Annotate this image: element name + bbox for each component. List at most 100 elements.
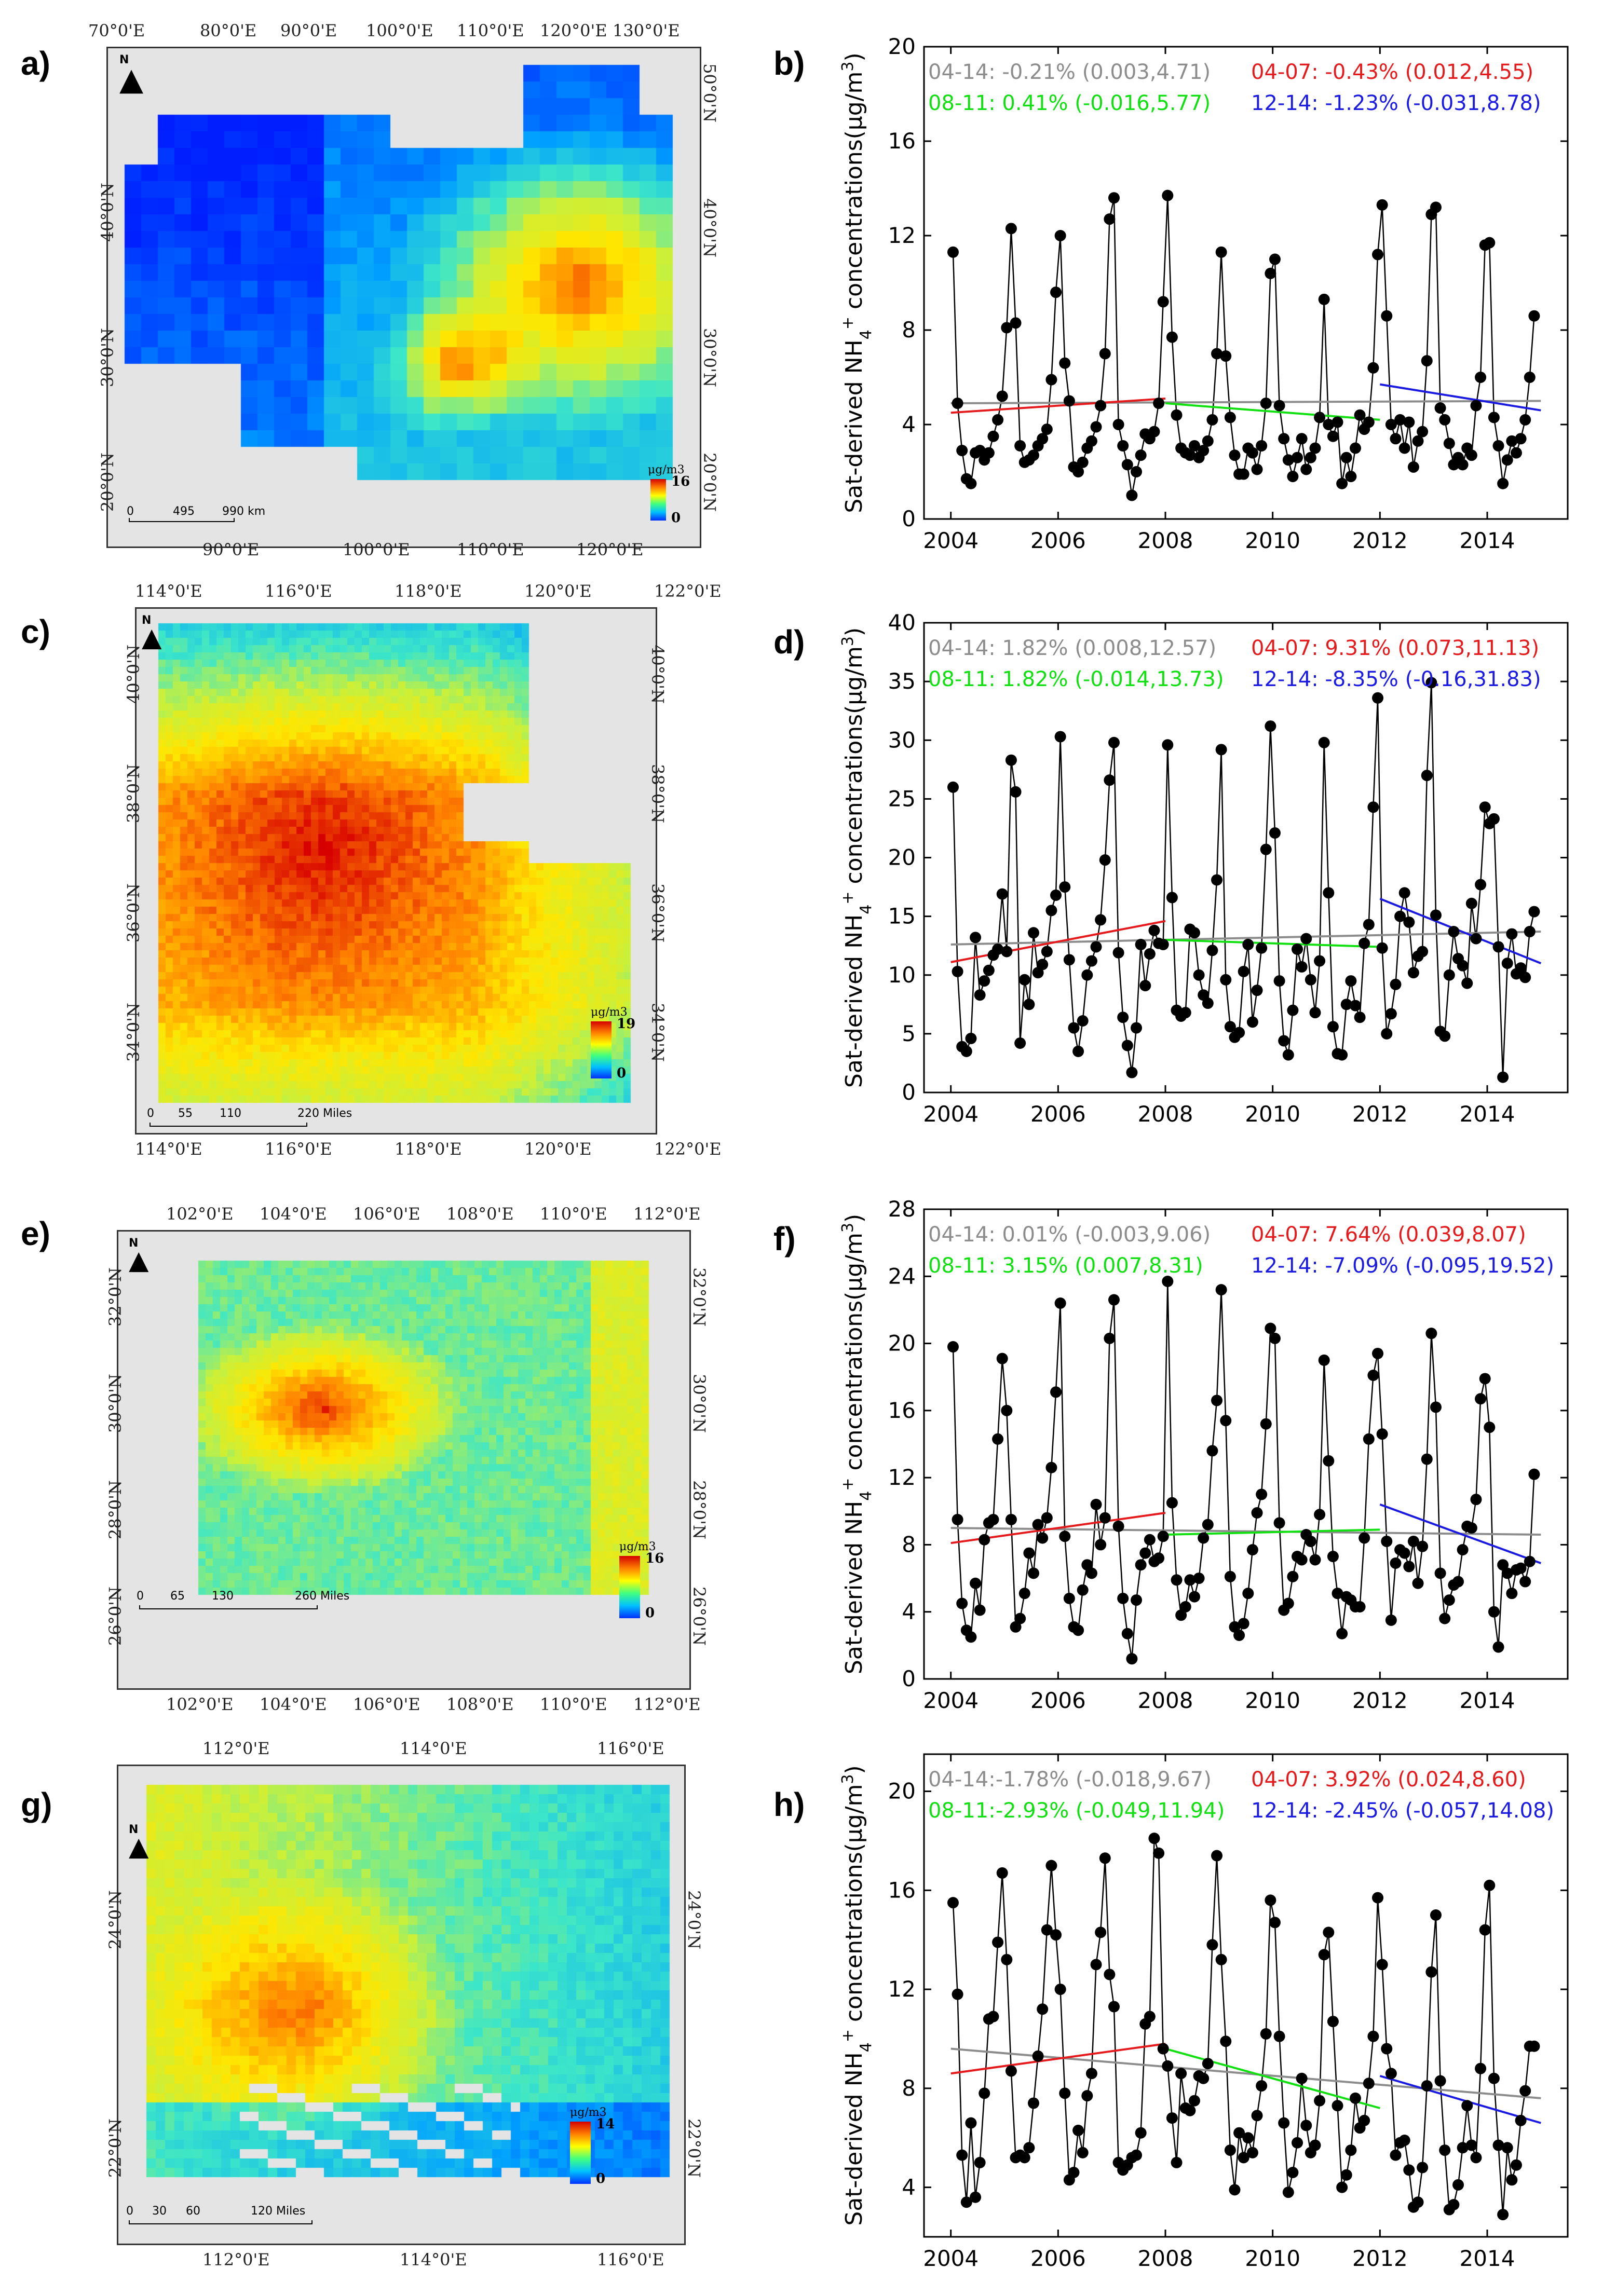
data-point [965,1631,977,1643]
data-point [1398,887,1410,899]
y-tick-label: 8 [902,1532,916,1557]
x-tick-label: 2012 [1352,1688,1408,1713]
data-point [1519,1576,1531,1588]
data-point [1492,1641,1504,1653]
panel-label-e: e) [21,1215,50,1252]
data-point [1059,2087,1071,2099]
y-tick-label: 35 [888,668,916,694]
data-point [1269,1917,1281,1929]
data-point [1010,1621,1022,1633]
data-point [979,2087,990,2099]
legend-min: 0 [645,1605,655,1621]
data-point [1421,770,1433,782]
trend-line-04-14 [950,400,1541,405]
data-point [1153,398,1165,409]
data-point [1528,1468,1540,1480]
data-point [983,964,995,976]
data-point [1202,997,1214,1009]
data-point [1443,438,1455,449]
data-point [1246,2147,1258,2158]
data-point [960,2196,972,2208]
data-point [1077,456,1089,468]
data-point [1439,1030,1451,1042]
data-point [1085,1567,1097,1579]
data-point [1112,1520,1124,1532]
data-point [1054,1984,1066,1996]
map-c-frame: N ▲ μg/m3 19 0 0 55 110 220 Miles [135,607,657,1135]
data-point [1412,435,1424,447]
data-point [1229,449,1241,461]
lon-label: 116°0'E [265,581,332,601]
trend-annotation: 04-14: 1.82% (0.008,12.57) [928,636,1216,660]
data-point [1139,980,1151,992]
data-point [1135,938,1147,950]
data-point [1054,731,1066,743]
scale-label: 495 [173,505,195,518]
lon-label: 104°0'E [260,1204,327,1224]
scale-label: 120 Miles [251,2205,306,2218]
data-point [1224,1021,1236,1033]
data-point [1309,442,1321,454]
data-point [1045,1461,1057,1473]
trend-line-08-11 [1165,402,1380,421]
lat-label: 30°0'N [689,1374,709,1433]
data-point [1063,1592,1075,1604]
lat-label: 40°0'N [97,183,117,242]
y-tick-label: 20 [888,1779,916,1804]
data-point [1001,1953,1013,1965]
data-point [1452,1576,1464,1588]
map-e-raster [118,1232,689,1688]
x-tick-label: 2004 [923,2246,979,2271]
data-point [1407,461,1419,473]
data-point [1269,253,1281,265]
data-point [1425,1966,1437,1978]
data-point [1327,430,1339,442]
data-point [1381,2043,1393,2055]
data-point [1515,2114,1527,2126]
data-point [1072,1045,1084,1057]
lat-label: 28°0'N [105,1480,125,1539]
map-a-raster [108,48,700,546]
data-point [1363,2078,1375,2089]
data-point [1041,1512,1053,1524]
data-point [1037,959,1049,971]
data-point [1251,985,1263,996]
data-point [1001,322,1013,334]
data-point [1390,1557,1402,1569]
data-point [1224,412,1236,423]
lat-label: 26°0'N [689,1587,709,1646]
trend-annotation: 12-14: -7.09% (-0.095,19.52) [1251,1254,1554,1278]
data-point [1340,999,1352,1010]
data-point [1323,1455,1335,1467]
data-point [987,430,999,442]
data-point [960,1045,972,1057]
scale-label: 65 [170,1590,185,1603]
data-point [1327,1551,1339,1563]
data-point [1027,449,1039,461]
y-tick-label: 12 [888,1465,916,1490]
data-point [1081,1559,1093,1571]
data-point [1131,466,1143,477]
data-point [1166,2112,1178,2124]
data-point [1434,2075,1446,2087]
data-point [1059,881,1071,893]
data-point [1215,1284,1227,1296]
data-point [1157,296,1169,308]
data-point [1273,2030,1285,2042]
scale-label: 30 [152,2205,167,2218]
data-point [1215,744,1227,756]
data-point [1144,2011,1156,2022]
data-point [1018,1588,1030,1600]
data-point [1287,1004,1299,1016]
trend-line-12-14 [1379,1503,1542,1564]
lon-label: 108°0'E [446,1204,514,1224]
data-point [992,1936,1004,1948]
panel-label-g: g) [21,1786,52,1823]
lon-label: 114°0'E [135,1139,202,1159]
lon-label: 116°0'E [597,2250,664,2270]
map-e: 102°0'E 104°0'E 106°0'E 108°0'E 110°0'E … [105,1204,732,1723]
data-point [1407,967,1419,979]
legend-unit: μg/m3 [619,1540,656,1553]
trend-annotation: 08-11: 3.15% (0.007,8.31) [928,1254,1203,1278]
data-point [992,1433,1004,1445]
